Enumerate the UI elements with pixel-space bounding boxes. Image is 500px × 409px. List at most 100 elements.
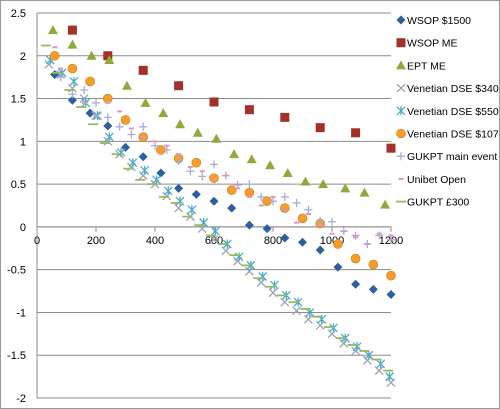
legend-label: Venetian DSE $1070 [407,129,499,141]
data-point [279,203,290,213]
data-point [198,172,207,181]
x-tick-label: 800 [264,235,282,247]
data-point [67,83,77,93]
data-point [268,288,278,298]
data-point [156,168,166,178]
legend-item: WSOP ME [396,38,458,50]
legend-label: Unibet Open [407,174,466,186]
data-point [138,65,148,75]
data-point [209,97,219,107]
series-2 [67,25,396,153]
data-point [328,217,336,226]
legend-item: Venetian DSE $340 [396,83,499,95]
data-point [318,179,329,189]
data-point [257,192,266,201]
data-point [298,237,307,247]
data-point [47,25,58,35]
data-point [244,266,254,276]
data-point [85,108,95,118]
data-point [339,338,349,348]
legend: WSOP $1500 WSOP ME EPT ME Venetian DSE $340… [396,15,499,209]
legend-marker [396,106,406,116]
data-point [304,205,313,214]
legend-marker [396,60,406,70]
series-9 [40,44,394,372]
data-point [292,306,302,316]
data-point [174,81,184,91]
axes [36,13,392,398]
data-point [80,86,89,94]
data-point [211,226,220,236]
data-point [191,189,201,199]
data-point [67,63,78,74]
data-point [387,235,395,244]
data-point [269,197,277,206]
tick-labels: -2-1.5-1-0.500.511.522.50 200 400 600 800 100… [7,8,403,405]
series-3 [47,25,391,209]
data-point [386,378,396,388]
data-point [92,98,100,107]
data-point [163,186,173,196]
data-point [139,122,148,131]
data-point [244,187,255,198]
data-point [127,130,136,139]
legend-item: EPT ME [396,60,446,72]
data-point [138,171,148,181]
data-point [380,199,391,209]
data-point [333,239,343,249]
data-point [209,235,219,245]
data-point [104,132,114,142]
y-tick-label: -1.5 [7,350,26,362]
data-points [40,25,396,388]
data-point [187,205,197,215]
data-point [374,366,384,376]
data-point [162,145,171,154]
data-point [210,160,218,169]
data-point [138,152,148,162]
legend-marker [396,15,406,25]
data-point [364,350,374,360]
y-tick-label: 0 [20,222,26,234]
data-point [280,297,290,307]
data-point [104,55,115,65]
series-1 [50,70,396,299]
data-point [103,121,113,131]
data-point [368,259,379,270]
data-point [227,203,237,213]
x-tick-label: 400 [146,235,164,247]
data-point [68,90,77,99]
data-point [292,198,301,207]
data-point [316,216,325,225]
y-tick-label: 2 [20,51,26,63]
data-point [315,245,325,255]
legend-label: WSOP ME [407,38,458,50]
data-point [49,50,60,61]
legend-marker [397,152,405,161]
y-tick-label: -2 [16,393,26,405]
legend-marker [396,38,406,48]
legend-label: Venetian DSE $340 [407,83,499,95]
legend-marker [396,83,406,93]
series-8 [52,46,394,245]
legend-label: EPT ME [407,60,446,72]
data-point [256,278,266,287]
data-point [351,128,361,138]
data-point [140,165,150,175]
data-point [245,180,254,189]
data-point [67,25,77,35]
data-point [300,176,311,186]
legend-label: Venetian DSE $550 [407,106,499,118]
data-point [229,149,240,159]
data-point [211,133,222,143]
legend-item: Unibet Open [398,174,466,186]
data-point [221,246,231,256]
data-point [340,183,351,193]
legend-item: WSOP $1500 [396,15,471,27]
data-point [352,342,362,352]
x-tick-label: 200 [87,235,105,247]
data-point [67,95,77,105]
data-point [386,143,396,153]
x-tick-label: 600 [205,235,223,247]
